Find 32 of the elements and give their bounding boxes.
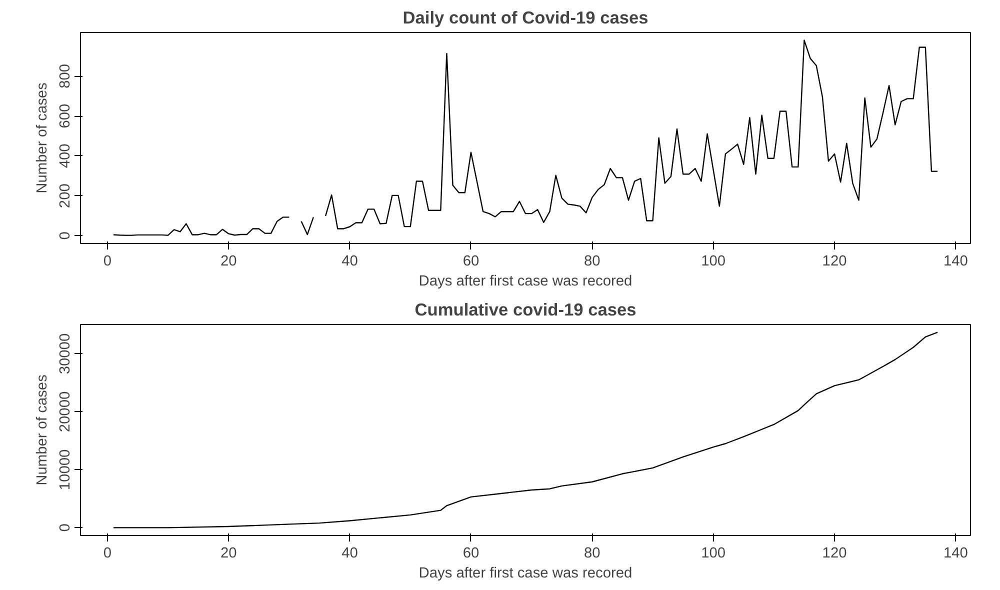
x-tick-label: 120 (822, 254, 847, 270)
x-axis-title: Days after first case was recored (418, 566, 632, 582)
y-tick-label: 10000 (58, 449, 74, 490)
x-tick-label: 80 (584, 546, 600, 562)
y-tick-label: 0 (58, 232, 74, 240)
x-axis-title: Days after first case was recored (418, 274, 632, 290)
y-tick-label: 800 (58, 64, 74, 88)
y-tick-label: 600 (58, 104, 74, 128)
x-tick-label: 60 (462, 546, 480, 562)
x-tick-label: 40 (342, 546, 358, 562)
y-tick-label: 400 (58, 144, 74, 168)
y-tick-label: 20000 (58, 391, 74, 432)
x-tick-label: 20 (220, 254, 237, 270)
y-axis-title: Number of cases (34, 82, 50, 194)
chart-title: Daily count of Covid-19 cases (402, 8, 648, 28)
x-tick-label: 100 (701, 254, 726, 270)
x-tick-label: 80 (584, 254, 600, 270)
x-tick-label: 0 (103, 254, 112, 270)
x-tick-label: 40 (342, 254, 358, 270)
line-series (112, 332, 938, 528)
y-tick-label: 200 (58, 184, 74, 208)
x-tick-label: 0 (103, 546, 112, 562)
x-tick-label: 100 (701, 546, 726, 562)
y-tick-label: 0 (58, 524, 74, 532)
x-tick-label: 140 (943, 254, 968, 270)
x-tick-label: 60 (462, 254, 480, 270)
x-tick-label: 140 (943, 546, 968, 562)
x-tick-label: 20 (220, 546, 237, 562)
x-tick-label: 120 (822, 546, 847, 562)
y-axis-title: Number of cases (34, 374, 50, 486)
chart-title: Cumulative covid-19 cases (414, 300, 636, 320)
y-tick-label: 30000 (58, 333, 74, 374)
